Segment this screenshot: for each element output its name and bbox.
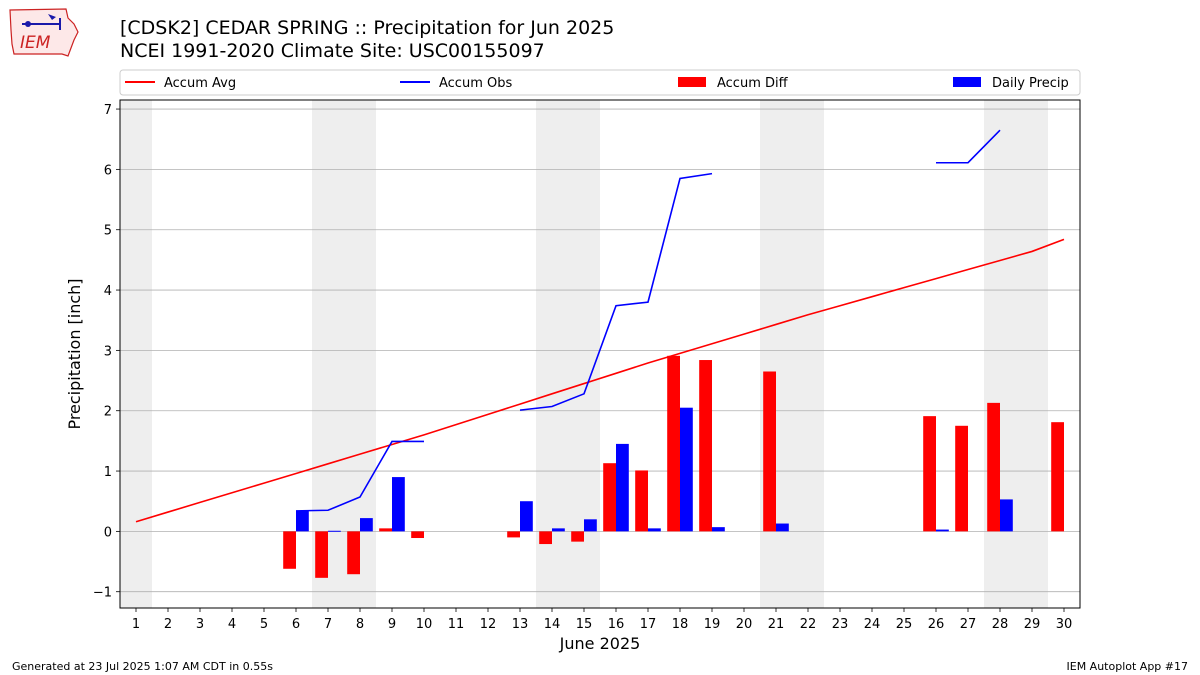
x-tick-label: 9 (388, 617, 396, 632)
generated-timestamp: Generated at 23 Jul 2025 1:07 AM CDT in … (12, 660, 273, 673)
x-tick-label: 8 (356, 617, 364, 632)
accum-avg-line (135, 238, 1065, 523)
daily-precip-bar (520, 501, 533, 532)
accum-obs-line (295, 440, 424, 512)
legend-box (119, 69, 1081, 96)
weekend-shade (760, 100, 824, 608)
accum-diff-bar (667, 355, 680, 532)
daily-precip-bar (936, 529, 949, 532)
legend-accum-obs-label: Accum Obs (439, 76, 512, 91)
y-tick-label: 3 (104, 344, 112, 359)
x-tick-label: 10 (416, 617, 433, 632)
accum-obs-line (936, 129, 1001, 164)
x-tick-label: 20 (736, 617, 753, 632)
x-tick-label: 23 (832, 617, 849, 632)
legend-daily-precip-label: Daily Precip (992, 76, 1069, 91)
accum-diff-bar (635, 470, 648, 532)
chart-title-line1: [CDSK2] CEDAR SPRING :: Precipitation fo… (120, 17, 615, 39)
x-tick-label: 13 (512, 617, 529, 632)
x-tick-label: 22 (800, 617, 817, 632)
legend-accum-avg-label: Accum Avg (164, 76, 236, 91)
daily-precip-bar (296, 510, 309, 532)
x-tick-label: 15 (576, 617, 593, 632)
legend-accum-diff-label: Accum Diff (717, 76, 789, 91)
x-tick-label: 25 (896, 617, 913, 632)
x-tick-label: 24 (864, 617, 881, 632)
weekend-shade (984, 100, 1048, 608)
daily-precip-bar (360, 518, 373, 532)
x-tick-label: 6 (292, 617, 300, 632)
x-tick-label: 26 (928, 617, 945, 632)
daily-precip-bar (776, 523, 789, 532)
x-tick-label: 27 (960, 617, 977, 632)
y-tick-label: −1 (93, 586, 112, 601)
accum-diff-bar (1051, 422, 1064, 532)
x-tick-label: 30 (1056, 617, 1073, 632)
y-tick-label: 0 (104, 525, 112, 540)
x-tick-label: 19 (704, 617, 721, 632)
daily-precip-bar (328, 530, 341, 532)
accum-diff-bar (507, 531, 520, 538)
chart-title-line2: NCEI 1991-2020 Climate Site: USC00155097 (120, 40, 545, 62)
x-tick-label: 12 (480, 617, 497, 632)
x-tick-label: 1 (132, 617, 140, 632)
x-tick-label: 7 (324, 617, 332, 632)
legend-accum-diff-swatch (678, 77, 706, 87)
accum-diff-bar (379, 528, 392, 532)
y-tick-label: 1 (104, 465, 112, 480)
x-tick-label: 18 (672, 617, 689, 632)
y-tick-label: 4 (104, 284, 112, 299)
plot-frame (119, 99, 1081, 609)
x-tick-label: 2 (164, 617, 172, 632)
accum-diff-bar (571, 531, 584, 542)
app-credit: IEM Autoplot App #17 (1066, 660, 1189, 673)
x-tick-label: 4 (228, 617, 236, 632)
logo-text: IEM (20, 33, 51, 53)
daily-precip-bar (648, 528, 661, 532)
x-tick-label: 3 (196, 617, 204, 632)
daily-precip-bar (712, 527, 725, 532)
accum-diff-bar (539, 531, 552, 545)
legend: Accum Avg Accum Obs Accum Diff Daily Precip (119, 69, 1081, 96)
accum-diff-bar (603, 463, 616, 532)
x-tick-label: 14 (544, 617, 561, 632)
y-tick-label: 5 (104, 224, 112, 239)
daily-precip-bar (552, 528, 565, 532)
accum-diff-bar (315, 531, 328, 578)
y-tick-label: 6 (104, 163, 112, 178)
accum-diff-bar (411, 531, 424, 539)
daily-precip-bar (1000, 499, 1013, 532)
x-tick-label: 17 (640, 617, 657, 632)
weekend-shade (120, 100, 152, 608)
x-tick-label: 29 (1024, 617, 1041, 632)
x-tick-label: 11 (448, 617, 465, 632)
accum-diff-bar (283, 531, 296, 569)
accum-diff-bar (699, 360, 712, 532)
legend-daily-precip-swatch (953, 77, 981, 87)
x-axis-label: June 2025 (559, 634, 641, 653)
iowa-map-icon: IEM (9, 8, 79, 57)
y-tick-label: 7 (104, 103, 112, 118)
daily-precip-bar (616, 443, 629, 532)
accum-diff-bar (955, 425, 968, 532)
iem-logo: IEM (8, 4, 80, 60)
x-tick-label: 28 (992, 617, 1009, 632)
accum-diff-bar (347, 531, 360, 575)
x-tick-label: 5 (260, 617, 268, 632)
x-tick-label: 16 (608, 617, 625, 632)
accum-diff-bar (987, 402, 1000, 532)
daily-precip-bar (392, 477, 405, 532)
accum-obs-line (519, 172, 713, 411)
daily-precip-bar (680, 407, 693, 532)
y-tick-label: 2 (104, 405, 112, 420)
daily-precip-bar (584, 519, 597, 532)
accum-diff-bar (923, 416, 936, 532)
x-tick-label: 21 (768, 617, 785, 632)
y-axis-label: Precipitation [inch] (65, 278, 84, 429)
accum-diff-bar (763, 371, 776, 532)
